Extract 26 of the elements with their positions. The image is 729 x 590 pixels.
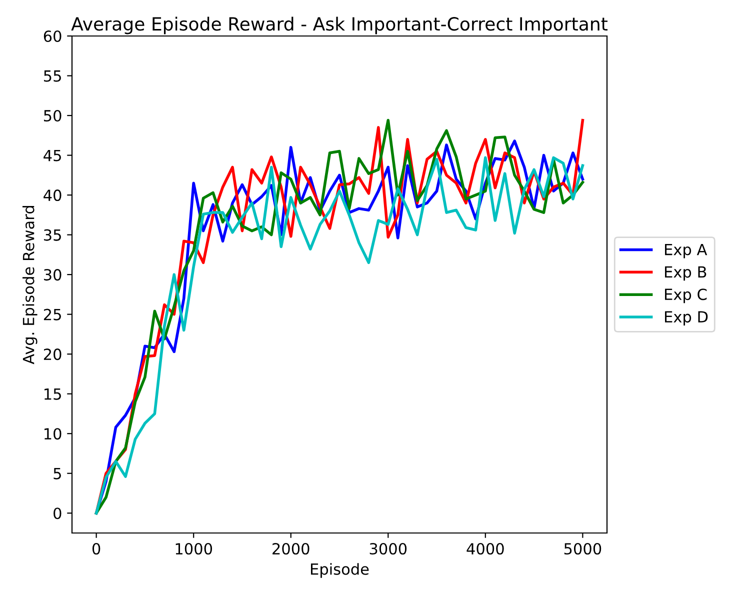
x-tick-label: 3000 [370,542,407,555]
y-tick-label: 5 [54,468,61,480]
y-tick-label: 55 [44,70,61,82]
y-tick-label: 45 [44,150,61,162]
y-tick-label: 0 [54,508,62,520]
x-axis-title: Episode [310,563,369,578]
y-axis-title: Avg. Episode Reward [22,206,38,364]
x-tick-label: 2000 [272,542,310,555]
legend-label: Exp C [665,288,707,304]
y-tick-label: 60 [44,30,62,42]
chart-title: Average Episode Reward - Ask Important-Correct Important [71,16,608,34]
y-tick-label: 30 [44,269,62,281]
y-tick-label: 15 [44,388,61,400]
legend-label: Exp A [665,244,708,258]
legend-label: Exp B [665,266,706,281]
y-tick-label: 40 [44,190,62,202]
x-tick-label: 1000 [176,542,212,555]
x-tick-label: 5000 [564,542,602,555]
y-tick-label: 10 [44,428,62,440]
y-tick-label: 20 [44,348,62,360]
y-tick-label: 50 [44,110,62,122]
x-tick-label: 0 [92,542,100,555]
y-tick-label: 25 [44,308,61,320]
legend-label: Exp D [665,311,708,326]
y-tick-label: 35 [44,229,61,241]
x-tick-label: 4000 [466,542,504,555]
